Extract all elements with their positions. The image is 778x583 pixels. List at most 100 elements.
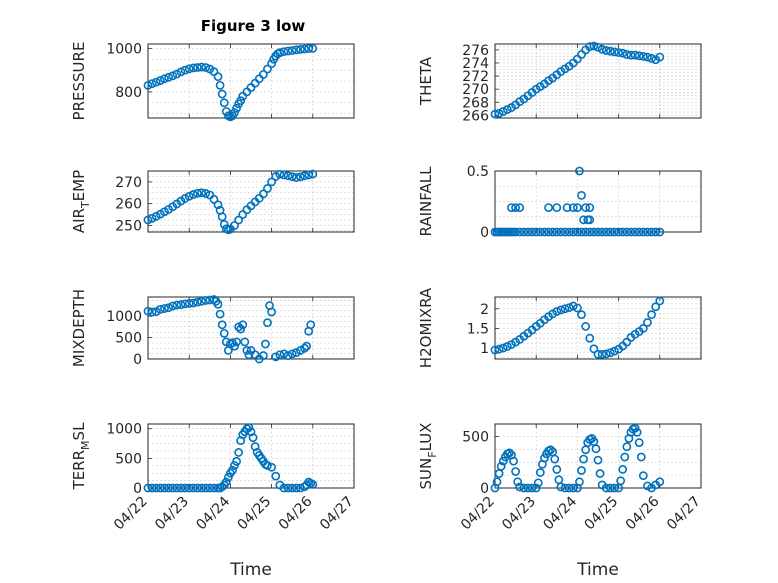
panel-3-data-point	[219, 219, 229, 229]
panel-7-data-point	[180, 483, 190, 493]
panel-3-ytick-label: 270	[115, 175, 142, 191]
panel-7-ytick-label: 500	[115, 451, 142, 467]
panel-8-ytick-label: 0	[480, 481, 489, 497]
panel-6-data-point	[498, 343, 508, 353]
panel-6-data-point	[597, 349, 607, 359]
panel-7-data-point	[287, 483, 297, 493]
panel-1-data-point	[263, 64, 272, 74]
panel-8-data-point	[527, 483, 537, 493]
panel-4-data-point	[585, 203, 595, 212]
panel-7-data-point	[205, 483, 215, 493]
panel-8-data-point	[593, 455, 603, 465]
panel-3-data-point	[230, 221, 239, 230]
panel-4-data-point	[577, 190, 586, 200]
panel-4-data-point	[556, 227, 566, 237]
panel-1-data-point	[287, 46, 297, 55]
panel-2-data-point	[618, 48, 628, 58]
panel-7-data-point	[234, 448, 244, 457]
panel-1-ytick-label: 800	[115, 85, 142, 101]
panel-4-data-point	[515, 227, 525, 237]
panel-7-data-point	[248, 433, 258, 443]
panel-4-data-point	[618, 227, 628, 237]
panel-7-data-point	[232, 456, 241, 466]
panel-7-data-point	[193, 483, 202, 493]
panel-6-data-point	[560, 304, 570, 314]
panel-2-data-point	[634, 51, 644, 61]
panel-2-data-point	[490, 109, 500, 119]
panel-3-data-point	[291, 173, 301, 182]
panel-5-data-point	[287, 349, 297, 359]
panel-8-data-point	[531, 483, 541, 493]
panel-8-data-point	[505, 448, 514, 458]
panel-8-data-point	[533, 478, 543, 488]
panel-1-data-point	[160, 74, 169, 84]
panel-5-data-point	[147, 307, 157, 317]
panel-5-ytick-label: 0	[133, 352, 142, 368]
panel-8-ytick-label: 500	[462, 429, 489, 445]
panel-5-data-point	[168, 301, 178, 311]
panel-5-data-point	[263, 318, 272, 328]
panel-6-data-point	[655, 296, 665, 306]
panel-4-data-point	[585, 215, 595, 225]
panel-4-data-point	[605, 227, 615, 237]
panel-7-data-point	[160, 483, 169, 493]
panel-5-data-point	[238, 320, 248, 330]
panel-5-data-point	[267, 307, 276, 317]
panel-8-data-point	[616, 476, 626, 486]
panel-5-ylabel: MIXDEPTH	[70, 289, 88, 367]
panel-7-xlabel: Time	[229, 560, 272, 580]
panel-8-data-point	[515, 482, 525, 492]
panel-8-xtick-label: 04/26	[623, 493, 663, 533]
panel-5-data-point	[201, 296, 211, 305]
panel-7-data-point	[244, 423, 254, 432]
panel-2-data-point	[597, 44, 607, 54]
panel-6-ytick-label: 1.5	[467, 321, 489, 337]
panel-4-data-point	[568, 203, 578, 212]
panel-5-data-point	[300, 343, 309, 353]
panel-8-data-point	[620, 452, 630, 462]
panel-3-data-point	[287, 172, 297, 182]
panel-4-data-point	[564, 227, 574, 237]
panel-4-data-point	[544, 227, 553, 237]
panel-2-data-point	[626, 50, 636, 60]
panel-4-data-point	[519, 227, 529, 237]
panel-4-data-point	[531, 227, 541, 237]
panel-3-data-point	[193, 188, 202, 198]
panel-7-data-point	[147, 483, 157, 493]
panel-8-data-point	[634, 438, 644, 447]
panel-4-data-point	[589, 227, 599, 237]
panel-5-data-point	[143, 306, 153, 316]
panel-3-data-point	[267, 177, 276, 187]
panel-4-data-point	[626, 227, 636, 237]
panel-8-data-point	[511, 467, 520, 476]
panel-7-data-point	[230, 461, 239, 470]
panel-8-data-point	[509, 456, 518, 466]
panel-7-data-point	[143, 483, 153, 493]
panel-2-data-point	[638, 52, 648, 61]
panel-5-data-point	[279, 349, 289, 359]
panel-4-data-point	[544, 203, 553, 212]
panel-2-data-point	[605, 46, 615, 56]
panel-1-axes	[147, 43, 355, 119]
panel-8-data-point	[636, 452, 646, 462]
panel-8-data-point	[540, 453, 549, 463]
panel-3-data-point	[263, 184, 272, 193]
panel-8-xtick-label: 04/27	[664, 494, 704, 534]
panel-2-ytick-label: 272	[462, 69, 489, 85]
panel-7-data-point	[263, 461, 272, 470]
panel-2-data-point	[610, 47, 619, 57]
panel-8-data-point	[546, 445, 556, 455]
panel-1-data-point	[147, 79, 157, 89]
panel-5-data-point	[283, 351, 293, 360]
panel-4-data-point	[507, 203, 516, 212]
panel-1-data-point	[219, 98, 229, 108]
panel-1-data-point	[236, 96, 246, 105]
panel-2-data-point	[498, 107, 508, 116]
panel-1-data-point	[215, 80, 225, 90]
panel-4-data-point	[535, 227, 545, 237]
panel-1-data-point	[267, 59, 276, 68]
panel-3-data-point	[201, 189, 211, 198]
panel-7-data-point	[168, 483, 178, 493]
panel-3-data-point	[304, 170, 314, 180]
